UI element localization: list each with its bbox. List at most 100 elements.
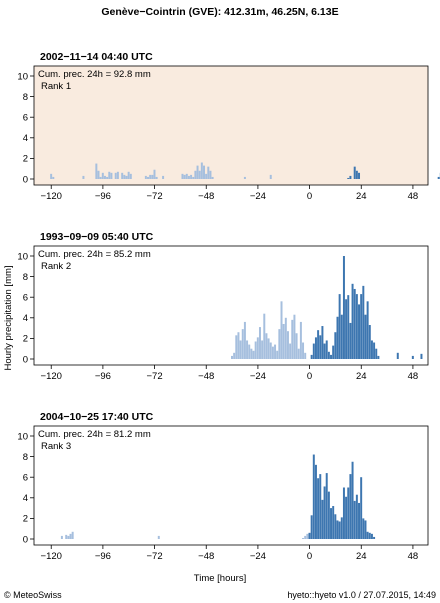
panel-3-bar <box>312 454 315 539</box>
panel-1-bar <box>353 166 356 179</box>
panel-2-bar <box>280 301 283 359</box>
panel-3-bar <box>157 535 160 539</box>
panel-1-bar <box>103 175 106 179</box>
panel-2-x-tick-label: −72 <box>147 371 163 382</box>
panel-1-bar <box>95 163 98 179</box>
panel-3-bar <box>308 532 311 539</box>
panel-3-bar <box>358 502 361 539</box>
panel-3-bar <box>321 499 324 539</box>
panel-2-bar <box>286 331 289 359</box>
panel-2-bar <box>314 337 317 359</box>
panel-2-y-tick-label: 0 <box>23 354 28 365</box>
panel-3-bar <box>334 514 337 539</box>
panel-3-bar <box>65 534 68 539</box>
panel-1-bar <box>437 176 440 179</box>
panel-3-x-tick-label: −120 <box>41 551 62 562</box>
panel-1-bar <box>200 162 203 179</box>
panel-2-bar <box>321 326 324 359</box>
panel-2-bar <box>233 352 236 359</box>
panel-1-bar <box>52 176 55 179</box>
panel-1-bar <box>192 176 195 179</box>
panel-1-y-tick-label: 8 <box>23 92 28 103</box>
panel-3-bar <box>69 533 72 539</box>
panel-2-bar <box>267 338 270 359</box>
panel-1-bar <box>123 174 126 179</box>
panel-3-bar <box>71 531 74 539</box>
panel-1-y-tick-label: 2 <box>23 154 28 165</box>
panel-2-bar <box>248 344 251 359</box>
panel-2-bar <box>304 352 307 359</box>
panel-2-bar <box>336 316 339 359</box>
panel-2-bar <box>243 321 246 359</box>
panel-1-bar <box>129 173 132 179</box>
panel-2-x-tick-label: −24 <box>250 371 266 382</box>
panel-2-bar <box>271 346 274 359</box>
panel-3-bar <box>336 520 339 539</box>
panel-3-bar <box>338 521 341 539</box>
panel-1-bar <box>209 170 212 179</box>
panel-1-x-tick-label: −120 <box>41 191 62 202</box>
panel-2-bar <box>349 322 352 359</box>
panel-3-bar <box>330 508 333 539</box>
panel-1-bar <box>162 175 165 179</box>
panel-2-cum-label: Cum. prec. 24h = 85.2 mm <box>38 249 151 260</box>
panel-3-x-tick-label: 0 <box>307 551 312 562</box>
panel-3-frame <box>33 425 429 546</box>
panel-3-x-tick-label: −72 <box>147 551 163 562</box>
panel-3-x-tick-label: −24 <box>250 551 266 562</box>
panel-2-bar <box>327 351 330 359</box>
panel-2-x-tick-label: 48 <box>408 371 419 382</box>
panel-1-bar <box>183 174 186 179</box>
panel-3-bar <box>355 494 358 539</box>
panel-3-bar <box>332 506 335 539</box>
panel-1-bar <box>82 175 85 179</box>
panel-2-bar <box>345 299 348 359</box>
panel-3-bar <box>366 531 369 539</box>
panel-2-bar <box>360 294 363 359</box>
panel-2-bar <box>332 345 335 359</box>
panel-2-bar <box>411 355 414 359</box>
panel-3-bar <box>67 535 70 539</box>
panel-1-bar <box>198 170 201 179</box>
panel-2-date-label: 1993−09−09 05:40 UTC <box>40 231 154 243</box>
panel-2-y-tick-label: 6 <box>23 293 28 304</box>
panel-3-x-tick-label: −96 <box>95 551 111 562</box>
panel-1-bar <box>127 171 130 179</box>
panel-2-bar <box>269 342 272 359</box>
panel-1-bar <box>108 171 111 179</box>
panel-3-bar <box>342 487 345 539</box>
panel-2-frame <box>33 245 429 366</box>
panel-2-bar <box>250 348 253 359</box>
panel-2-bar <box>358 304 361 359</box>
panel-2-bar <box>396 352 399 359</box>
copyright-footer: © MeteoSwiss <box>4 590 62 600</box>
panel-1-bar <box>97 170 100 179</box>
panel-1-bar <box>149 174 152 179</box>
panel-1-bar <box>355 170 358 179</box>
panel-2-bar <box>256 337 259 359</box>
panel-1-bar <box>211 176 214 179</box>
panel-2-bar <box>239 340 242 359</box>
panel-1-bar <box>151 174 154 179</box>
panel-2-bar <box>377 355 380 359</box>
panel-3-bar <box>347 487 350 539</box>
panel-3-bar <box>362 518 365 539</box>
panel-1-bar <box>125 175 128 179</box>
panel-3-bar <box>373 536 376 539</box>
panel-2-bar <box>317 330 320 359</box>
panel-2-rank-label: Rank 2 <box>41 261 71 272</box>
x-axis-title: Time [hours] <box>193 573 247 584</box>
panel-1-bar <box>114 172 117 179</box>
panel-2-bar <box>265 333 268 359</box>
panel-1-x-tick-label: −96 <box>95 191 111 202</box>
panel-1-bar <box>185 173 188 179</box>
panel-2-bar <box>420 353 423 359</box>
panel-1-bar <box>205 173 208 179</box>
panel-2-bar <box>261 340 264 359</box>
panel-3-bar <box>325 473 328 539</box>
panel-3-bar <box>310 515 313 539</box>
panel-3-bar <box>351 461 354 539</box>
panel-2-bar <box>299 321 302 359</box>
panel-2-x-tick-label: −96 <box>95 371 111 382</box>
